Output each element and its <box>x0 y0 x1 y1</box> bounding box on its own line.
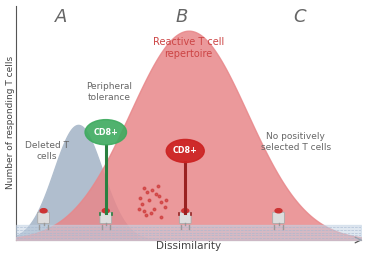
Text: CD8+: CD8+ <box>173 146 198 155</box>
Circle shape <box>166 140 204 162</box>
FancyBboxPatch shape <box>273 212 284 224</box>
Circle shape <box>102 209 109 213</box>
Point <box>136 207 142 211</box>
Point <box>148 211 154 215</box>
FancyBboxPatch shape <box>179 212 191 224</box>
Y-axis label: Number of responding T cells: Number of responding T cells <box>6 56 15 189</box>
Point <box>151 207 157 211</box>
Point <box>146 198 152 202</box>
Circle shape <box>85 120 127 145</box>
X-axis label: Dissimilarity: Dissimilarity <box>156 241 221 251</box>
Point <box>155 183 160 188</box>
Point <box>163 198 169 202</box>
Point <box>153 192 159 196</box>
Point <box>139 203 145 207</box>
Circle shape <box>275 209 282 213</box>
Point <box>149 188 155 192</box>
Text: Peripheral
tolerance: Peripheral tolerance <box>86 82 132 102</box>
Point <box>144 190 150 194</box>
Point <box>137 196 143 200</box>
Point <box>141 186 147 190</box>
FancyBboxPatch shape <box>100 212 112 224</box>
Point <box>156 194 162 198</box>
FancyBboxPatch shape <box>38 212 50 224</box>
Point <box>158 215 164 219</box>
Text: B: B <box>175 8 188 26</box>
Text: A: A <box>55 8 67 26</box>
Circle shape <box>182 209 189 213</box>
Text: Deleted T
cells: Deleted T cells <box>25 141 69 161</box>
Point <box>161 205 167 209</box>
Point <box>141 209 147 213</box>
Point <box>142 213 148 217</box>
Text: C: C <box>293 8 306 26</box>
Text: Reactive T cell
repertoire: Reactive T cell repertoire <box>153 36 224 59</box>
Circle shape <box>40 209 47 213</box>
Text: CD8+: CD8+ <box>93 128 118 137</box>
Point <box>158 200 164 204</box>
Text: No positively
selected T cells: No positively selected T cells <box>261 132 331 152</box>
